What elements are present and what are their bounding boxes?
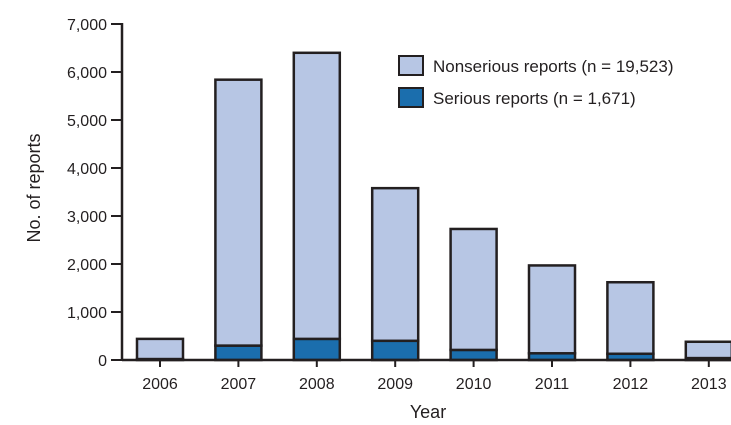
serious-bar-2008 <box>292 337 342 362</box>
y-tick-label: 2,000 <box>67 257 107 274</box>
x-axis-ticks: 2006 2007 2008 2009 2010 2011 2012 2013 <box>142 360 727 393</box>
legend-label: Nonserious reports (n = 19,523) <box>433 57 674 76</box>
x-tick-label: 2009 <box>377 376 413 393</box>
serious-bar-2007 <box>214 344 263 362</box>
nonserious-bar-2008 <box>292 51 342 341</box>
legend-label: Serious reports (n = 1,671) <box>433 89 636 108</box>
y-tick-label: 5,000 <box>67 113 107 130</box>
nonserious-bar-2013 <box>684 340 731 360</box>
y-tick-label: 3,000 <box>67 209 107 226</box>
legend-swatch <box>398 55 424 76</box>
nonserious-bar-2012 <box>606 280 655 356</box>
nonserious-bar-2007 <box>214 78 263 347</box>
x-axis-label: Year <box>410 402 446 422</box>
x-tick-label: 2008 <box>299 376 335 393</box>
serious-bar-2009 <box>370 339 420 362</box>
y-axis-ticks: 0 1,000 2,000 3,000 4,000 5,000 6,000 7,000 <box>67 17 122 370</box>
y-tick-label: 1,000 <box>67 305 107 322</box>
y-tick-label: 4,000 <box>67 161 107 178</box>
x-tick-label: 2010 <box>456 376 492 393</box>
x-tick-label: 2013 <box>691 376 727 393</box>
legend-swatch <box>398 87 424 108</box>
x-tick-label: 2007 <box>221 376 257 393</box>
y-tick-label: 6,000 <box>67 65 107 82</box>
serious-bar-2010 <box>449 348 498 362</box>
nonserious-bar-2009 <box>370 186 420 343</box>
legend: Nonserious reports (n = 19,523) Serious r… <box>398 55 674 108</box>
x-tick-label: 2011 <box>535 376 570 393</box>
x-tick-label: 2012 <box>613 376 649 393</box>
y-axis-label: No. of reports <box>24 133 44 242</box>
x-tick-label: 2006 <box>142 376 178 393</box>
y-tick-label: 7,000 <box>67 17 107 34</box>
y-tick-label: 0 <box>98 353 107 370</box>
nonserious-bar-2011 <box>527 264 577 355</box>
nonserious-bar-2010 <box>449 227 498 352</box>
nonserious-bar-2006 <box>135 337 185 361</box>
